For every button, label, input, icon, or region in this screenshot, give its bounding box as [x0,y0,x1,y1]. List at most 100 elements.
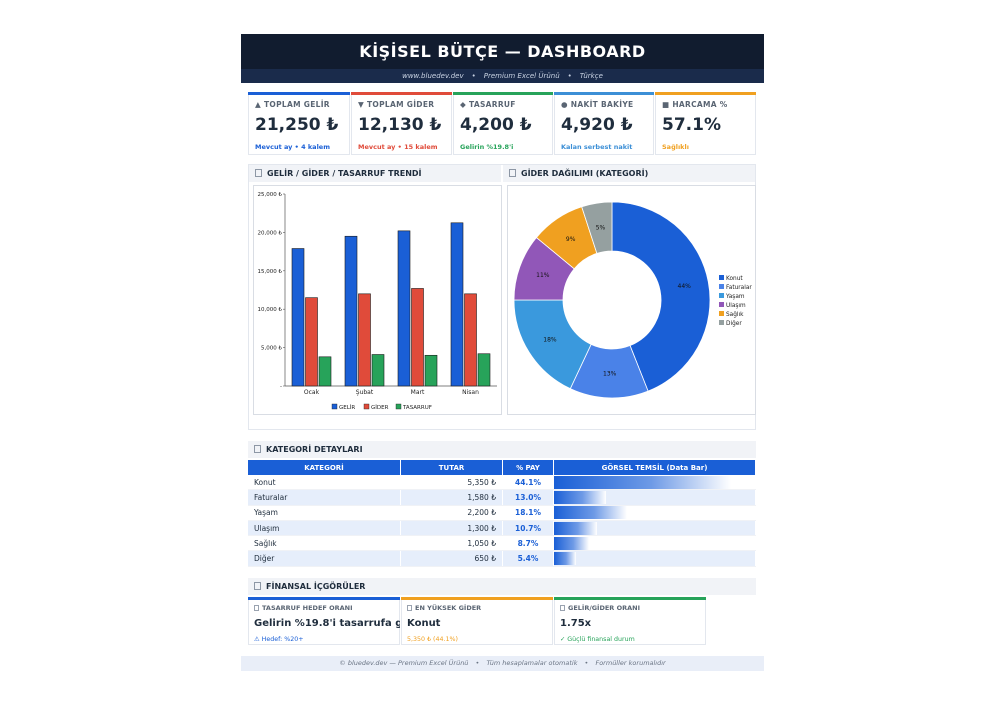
insight-note: ⚠ Hedef: %20+ [254,636,304,643]
kpi-card-spending: ■ HARCAMA % 57.1% Sağlıklı [655,92,756,155]
legend-label: GELİR [339,404,355,411]
pie-data-label: 9% [566,236,576,243]
bar-gi̇der [464,293,477,387]
kpi-subtext: Sağlıklı [662,143,689,151]
column-header[interactable]: GÖRSEL TEMSİL (Data Bar) [553,460,756,475]
category-name: Yaşam [248,505,401,521]
y-tick-label: 10,000 ₺ [258,307,283,313]
site-url[interactable]: www.bluedev.dev [402,72,464,80]
trend-chart: - 5,000 ₺ 10,000 ₺ 15,000 ₺ 20,000 ₺ 25,000 ₺… [253,185,502,415]
bar-geli̇r [397,230,411,387]
insight-icon [254,582,261,590]
kpi-label: HARCAMA % [672,100,728,109]
data-bar-cell [553,550,756,567]
bar-tasarruf [318,356,332,387]
kpi-value: 12,130 ₺ [358,115,442,135]
table-row: Faturalar 1,580 ₺ 13.0% [248,489,756,506]
category-percent: 8.7% [502,535,554,552]
scale-icon [560,605,565,611]
details-title: KATEGORİ DETAYLARI [248,441,756,458]
category-amount: 1,300 ₺ [400,520,503,537]
footer: © bluedev.dev — Premium Excel Ürünü • Tü… [241,656,764,671]
category-percent: 5.4% [502,550,554,567]
legend-label: Ulaşım [726,303,746,309]
y-tick-label: - [280,384,282,390]
insight-card-ratio: GELİR/GİDER ORANI 1.75x ✓ Güçlü finansal… [554,597,706,645]
category-amount: 5,350 ₺ [400,475,503,491]
bar-geli̇r [291,248,305,387]
category-amount: 1,050 ₺ [400,535,503,552]
kpi-value: 21,250 ₺ [255,115,339,135]
data-bar [554,521,597,535]
category-amount: 2,200 ₺ [400,505,503,521]
pie-data-label: 11% [536,272,550,279]
insight-note: ✓ Güçlü finansal durum [560,636,635,643]
language-label: Türkçe [579,72,603,80]
arrow-up-icon: ▲ [255,100,262,109]
insight-card-savings-rate: TASARRUF HEDEF ORANI Gelirin %19.8'i tas… [248,597,400,645]
column-header[interactable]: % PAY [502,460,554,475]
kpi-accent-bar [248,92,350,95]
bar-tasarruf [477,353,491,387]
data-bar [554,552,576,566]
column-header[interactable]: TUTAR [400,460,503,475]
kpi-card-savings: ◆ TASARRUF 4,200 ₺ Gelirin %19.8'i [453,92,553,155]
kpi-label: TOPLAM GELİR [264,100,330,109]
product-name: Premium Excel Ürünü [483,72,560,80]
footer-auto: Tüm hesaplamalar otomatik [486,659,578,667]
square-icon: ■ [662,100,670,109]
insight-title: GELİR/GİDER ORANI [568,604,640,612]
category-percent: 44.1% [502,475,554,491]
legend-swatch [719,275,724,280]
category-name: Ulaşım [248,520,401,537]
bar-gi̇der [305,297,318,387]
y-tick-label: 20,000 ₺ [258,230,283,236]
kpi-subtext: Mevcut ay • 4 kalem [255,143,330,151]
insight-card-top-expense: EN YÜKSEK GİDER Konut 5,350 ₺ (44.1%) [401,597,553,645]
expense-pie-svg: 44% 13% 18% 11% 9% 5% Konut Faturalar Yaşam Ulaşı… [513,201,752,399]
insight-accent-bar [401,597,553,600]
data-bar-cell [553,489,756,506]
category-percent: 18.1% [502,505,554,521]
legend-swatch [395,403,402,410]
footer-copyright: © bluedev.dev — Premium Excel Ürünü [339,659,469,667]
bar-geli̇r [344,235,358,387]
data-bar [554,490,607,504]
x-tick-label: Mart [411,389,425,396]
insights-title: FİNANSAL İÇGÖRÜLER [248,578,756,595]
expense-pie-chart: 44% 13% 18% 11% 9% 5% Konut Faturalar Yaşam Ulaşı… [507,185,756,415]
legend-swatch [719,284,724,289]
table-row: Ulaşım 1,300 ₺ 10.7% [248,520,756,537]
kpi-value: 57.1% [662,115,721,135]
legend-swatch [719,293,724,298]
kpi-label: TOPLAM GİDER [367,100,435,109]
legend-label: TASARRUF [402,405,432,411]
pie-chart-title: GİDER DAĞILIMI (KATEGORİ) [503,165,755,182]
y-tick-label: 15,000 ₺ [258,269,283,275]
insight-title: EN YÜKSEK GİDER [415,604,482,612]
target-icon [254,605,259,611]
data-bar [554,506,627,520]
insight-value: 1.75x [560,618,592,629]
legend-label: Konut [726,276,743,282]
bar-gi̇der [411,288,424,387]
legend-label: Sağlık [726,311,744,318]
kpi-card-cash: ● NAKİT BAKİYE 4,920 ₺ Kalan serbest nak… [554,92,654,155]
legend-swatch [719,302,724,307]
y-tick-label: 5,000 ₺ [261,346,282,352]
legend-label: Diğer [726,320,742,327]
data-bar [554,536,589,550]
chart-icon [255,169,262,177]
category-percent: 13.0% [502,489,554,506]
data-bar-cell [553,475,756,491]
footer-protected: Formüller korumalıdır [595,659,666,667]
bar-tasarruf [424,354,438,387]
column-header[interactable]: KATEGORİ [248,460,401,475]
kpi-label: NAKİT BAKİYE [570,100,634,109]
kpi-accent-bar [655,92,756,95]
kpi-card-expense: ▼ TOPLAM GİDER 12,130 ₺ Mevcut ay • 15 k… [351,92,452,155]
pie-slice-1 [611,201,711,392]
category-amount: 1,580 ₺ [400,489,503,506]
kpi-value: 4,200 ₺ [460,115,532,135]
insight-note: 5,350 ₺ (44.1%) [407,636,458,643]
